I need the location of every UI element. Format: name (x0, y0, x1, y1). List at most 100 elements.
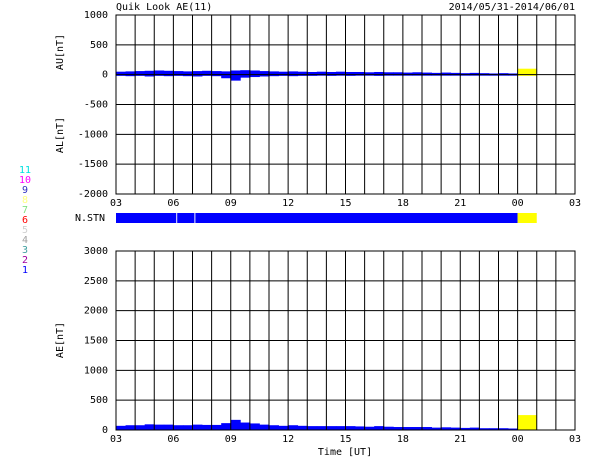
y-axis-label: AL[nT] (55, 117, 66, 153)
x-tick-label: 15 (339, 198, 351, 209)
bar (393, 427, 404, 430)
bar (269, 425, 279, 430)
bar (307, 71, 318, 75)
bar (402, 427, 413, 430)
bar (441, 427, 452, 430)
bar (460, 427, 471, 430)
bar (269, 71, 279, 75)
bar (211, 424, 222, 430)
bar (116, 425, 126, 430)
bar (249, 423, 260, 430)
bar (221, 423, 232, 430)
bar (211, 74, 222, 77)
bar (240, 74, 251, 78)
bar (288, 71, 299, 75)
bar (460, 73, 471, 75)
x-tick-label: 15 (339, 434, 351, 445)
bar (154, 70, 165, 75)
x-tick-label: 09 (225, 434, 237, 445)
bar (431, 72, 442, 75)
bar (335, 71, 346, 75)
y-tick-label: 1500 (84, 336, 108, 347)
bar (144, 70, 155, 75)
bar (335, 426, 346, 430)
bar (374, 74, 385, 76)
y-tick-label: 500 (90, 40, 108, 51)
station-count-segment (517, 213, 537, 223)
y-tick-label: -2000 (78, 189, 108, 200)
bar (307, 426, 318, 430)
bar (202, 74, 213, 76)
station-number: 4 (22, 235, 28, 246)
bar (259, 71, 270, 75)
bar (450, 427, 461, 430)
station-count-segment (195, 213, 518, 223)
bar (374, 426, 385, 430)
bar (182, 425, 193, 430)
bar (498, 73, 509, 75)
bar (163, 70, 174, 75)
bar (431, 427, 442, 430)
bar (288, 425, 299, 430)
bar (488, 73, 499, 75)
bar (163, 424, 174, 430)
bar (125, 425, 136, 430)
station-number: 1 (22, 265, 28, 276)
station-number: 5 (22, 225, 28, 236)
station-number: 6 (22, 215, 28, 226)
bar (182, 71, 193, 75)
bar (316, 71, 327, 75)
bar (364, 72, 375, 75)
bar (469, 427, 480, 430)
bar (154, 74, 165, 76)
x-tick-label: 03 (110, 434, 122, 445)
bar (192, 74, 203, 77)
bar (345, 71, 356, 75)
bar (154, 424, 165, 430)
bar (508, 428, 519, 430)
bar (135, 71, 146, 75)
bar (288, 74, 299, 77)
bar (278, 425, 289, 430)
station-number: 10 (19, 175, 31, 186)
bar (374, 71, 385, 75)
pending-block (517, 415, 537, 430)
bar (383, 426, 394, 430)
bar (326, 71, 337, 75)
bar (269, 74, 279, 77)
bar (259, 424, 270, 430)
bar (182, 74, 193, 77)
bar (259, 74, 270, 77)
bar (355, 426, 366, 430)
bar (173, 71, 184, 75)
bar (116, 71, 126, 75)
y-tick-label: 0 (102, 425, 108, 436)
bar (230, 74, 241, 81)
x-tick-label: 06 (167, 434, 179, 445)
x-tick-label: 21 (454, 434, 466, 445)
bar (192, 71, 203, 75)
bar (508, 73, 519, 75)
bar (192, 424, 203, 430)
y-axis-label: AE[nT] (55, 322, 66, 358)
x-tick-label: 12 (282, 198, 294, 209)
station-number: 3 (22, 245, 28, 256)
bar (412, 72, 423, 75)
pending-block (517, 68, 537, 76)
station-number: 8 (22, 195, 28, 206)
y-tick-label: -500 (84, 100, 108, 111)
bar (116, 74, 126, 76)
x-axis-label: Time [UT] (318, 447, 372, 458)
bar (135, 425, 146, 430)
station-number: 11 (19, 165, 31, 176)
bar (422, 427, 432, 430)
x-tick-label: 03 (569, 198, 581, 209)
bar (297, 74, 308, 76)
bar (316, 426, 327, 430)
bar (422, 72, 432, 75)
bar (202, 70, 213, 75)
bar (364, 426, 375, 430)
bar (173, 74, 184, 76)
bar (230, 70, 241, 75)
chart-title: Quik Look AE(11) (116, 2, 212, 13)
